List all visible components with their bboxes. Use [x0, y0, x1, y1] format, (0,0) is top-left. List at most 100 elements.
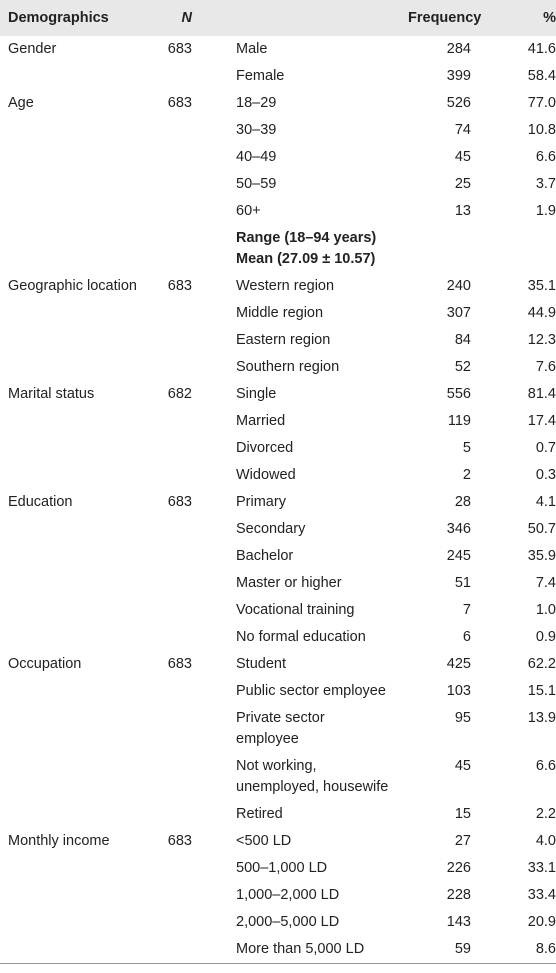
- header-row: Demographics N Frequency %: [0, 0, 556, 36]
- item-label: 18–29: [236, 95, 277, 111]
- group-n: [158, 753, 198, 801]
- percent: 77.0: [527, 95, 556, 111]
- table-row: Master or higher 51 7.4: [0, 570, 556, 597]
- percent: 17.4: [527, 413, 556, 429]
- percent: 0.9: [535, 629, 556, 645]
- frequency: 7: [462, 602, 471, 618]
- percent: 12.3: [527, 332, 556, 348]
- frequency: 28: [454, 494, 471, 510]
- group-n: [158, 624, 198, 651]
- header-cell: N: [158, 0, 198, 36]
- group-n: [158, 801, 198, 828]
- table-row: Public sector employee 103 15.1: [0, 678, 556, 705]
- group-n: 682: [167, 386, 192, 402]
- group-label: [0, 198, 158, 225]
- group-label: [0, 570, 158, 597]
- frequency: 5: [462, 440, 471, 456]
- percent: 8.6: [478, 936, 556, 964]
- item-label: 1,000–2,000 LD: [236, 887, 340, 903]
- item-label: 500–1,000 LD: [236, 860, 328, 876]
- empty-cell: [0, 225, 158, 273]
- group-label: [0, 408, 158, 435]
- table-row: Marital status 682 Single 556 81.4: [0, 381, 556, 408]
- table-row: Monthly income 683 <500 LD 27 4.0: [0, 828, 556, 855]
- group-label: Geographic location: [8, 278, 137, 294]
- percent: 33.4: [527, 887, 556, 903]
- frequency: 556: [446, 386, 471, 402]
- percent: 4.0: [535, 833, 556, 849]
- table-row: Vocational training 7 1.0: [0, 597, 556, 624]
- table-row: 40–49 45 6.6: [0, 144, 556, 171]
- frequency: 425: [446, 656, 471, 672]
- empty-cell: [408, 225, 478, 273]
- item-label: 30–39: [236, 122, 277, 138]
- group-n: [158, 543, 198, 570]
- table-row: 2,000–5,000 LD 143 20.9: [0, 909, 556, 936]
- group-label: [0, 597, 158, 624]
- percent: 2.2: [535, 806, 556, 822]
- group-n: [158, 678, 198, 705]
- group-n: [158, 171, 198, 198]
- group-n: 683: [167, 41, 192, 57]
- text-line: employee: [236, 731, 299, 747]
- percent: 58.4: [527, 68, 556, 84]
- item-label: 2,000–5,000 LD: [236, 914, 340, 930]
- empty-cell: [478, 225, 556, 273]
- percent: 13.9: [527, 710, 556, 726]
- group-n: [158, 327, 198, 354]
- percent: 33.1: [527, 860, 556, 876]
- item-label: Female: [236, 68, 285, 84]
- table-row: 500–1,000 LD 226 33.1: [0, 855, 556, 882]
- percent: 4.1: [535, 494, 556, 510]
- header-cell: Frequency: [408, 0, 481, 36]
- table-row: Female 399 58.4: [0, 63, 556, 90]
- percent: 35.1: [527, 278, 556, 294]
- percent: 7.6: [535, 359, 556, 375]
- table-row: Middle region 307 44.9: [0, 300, 556, 327]
- group-n: 683: [167, 494, 192, 510]
- text-line: unemployed, housewife: [236, 779, 389, 795]
- group-label: [0, 144, 158, 171]
- group-label: [0, 624, 158, 651]
- group-n: [158, 63, 198, 90]
- table-body: Gender 683 Male 284 41.6 Female 399 58.4 Age 683 1…: [0, 36, 556, 964]
- group-label: Education: [8, 494, 73, 510]
- percent: 1.0: [535, 602, 556, 618]
- table-row: 30–39 74 10.8: [0, 117, 556, 144]
- frequency: 245: [446, 548, 471, 564]
- table-row: Age 683 18–29 526 77.0: [0, 90, 556, 117]
- item-label: Private sector employee: [198, 705, 408, 753]
- frequency: 307: [446, 305, 471, 321]
- frequency: 27: [454, 833, 471, 849]
- table-row: 50–59 25 3.7: [0, 171, 556, 198]
- table-row: Occupation 683 Student 425 62.2: [0, 651, 556, 678]
- item-label: Western region: [236, 278, 335, 294]
- frequency: 228: [446, 887, 471, 903]
- group-label: [0, 909, 158, 936]
- group-n: 683: [167, 278, 192, 294]
- item-label: Male: [236, 41, 268, 57]
- group-label: [0, 753, 158, 801]
- group-label: Gender: [8, 41, 57, 57]
- item-label: Eastern region: [236, 332, 331, 348]
- group-n: [158, 909, 198, 936]
- table-row: Not working, unemployed, housewife 45 6.6: [0, 753, 556, 801]
- table-row: Education 683 Primary 28 4.1: [0, 489, 556, 516]
- group-n: 683: [167, 833, 192, 849]
- group-n: [158, 117, 198, 144]
- table-row: Geographic location 683 Western region 240 3…: [0, 273, 556, 300]
- item-label: Vocational training: [236, 602, 355, 618]
- group-n: [158, 144, 198, 171]
- frequency: 15: [454, 806, 471, 822]
- frequency: 13: [454, 203, 471, 219]
- text-line: Mean (27.09 ± 10.57): [236, 251, 376, 267]
- text-line: Private sector: [236, 710, 325, 726]
- frequency: 526: [446, 95, 471, 111]
- header-cell: Demographics: [0, 0, 158, 36]
- group-label: [0, 882, 158, 909]
- frequency: 2: [462, 467, 471, 483]
- group-n: [158, 936, 198, 964]
- item-label: Primary: [236, 494, 286, 510]
- table-row: Married 119 17.4: [0, 408, 556, 435]
- frequency: 25: [454, 176, 471, 192]
